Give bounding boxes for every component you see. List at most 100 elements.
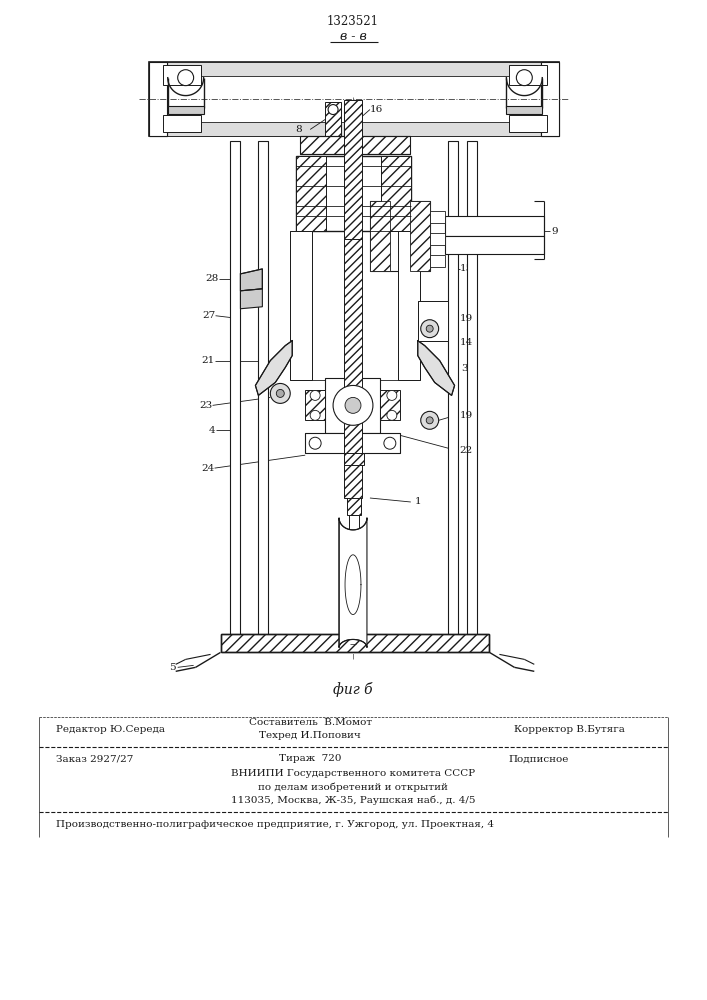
Polygon shape — [240, 269, 262, 291]
Circle shape — [421, 411, 438, 429]
Bar — [296, 156, 326, 231]
Text: Подписное: Подписное — [509, 754, 569, 763]
Bar — [300, 136, 410, 154]
Bar — [168, 106, 204, 114]
Text: 16: 16 — [370, 105, 383, 114]
Text: 3: 3 — [462, 364, 468, 373]
Bar — [163, 115, 201, 132]
Bar — [305, 433, 400, 453]
Text: 22: 22 — [460, 446, 473, 455]
Circle shape — [310, 410, 320, 420]
Text: 5: 5 — [169, 663, 176, 672]
Bar — [418, 301, 448, 341]
Bar — [221, 634, 489, 652]
Bar — [148, 122, 559, 136]
Bar — [258, 141, 269, 639]
Circle shape — [310, 390, 320, 400]
Bar — [148, 62, 559, 136]
Circle shape — [177, 70, 194, 86]
Circle shape — [270, 383, 291, 403]
Text: Техред И.Попович: Техред И.Попович — [259, 731, 361, 740]
Text: 1: 1 — [415, 497, 421, 506]
Bar — [509, 115, 547, 132]
Text: Заказ 2927/27: Заказ 2927/27 — [56, 754, 134, 763]
Bar — [230, 141, 240, 639]
Bar — [344, 453, 364, 465]
Bar — [344, 239, 362, 498]
Circle shape — [387, 410, 397, 420]
Text: 1323521: 1323521 — [327, 15, 379, 28]
Text: 21: 21 — [201, 356, 214, 365]
Text: 9: 9 — [551, 227, 558, 236]
Bar — [163, 65, 201, 85]
Text: 23: 23 — [199, 401, 213, 410]
Bar — [448, 141, 457, 639]
Bar — [542, 62, 559, 136]
Bar — [325, 378, 380, 433]
Circle shape — [421, 320, 438, 338]
Text: 4: 4 — [209, 426, 216, 435]
Bar — [380, 390, 400, 420]
Bar — [325, 102, 341, 139]
Text: 27: 27 — [202, 311, 216, 320]
Text: Составитель  В.Момот: Составитель В.Момот — [249, 718, 372, 727]
Bar — [296, 156, 411, 231]
Bar — [148, 62, 167, 136]
Text: 19: 19 — [460, 411, 473, 420]
Text: 19: 19 — [460, 314, 473, 323]
Circle shape — [426, 325, 433, 332]
Circle shape — [384, 437, 396, 449]
Bar — [349, 515, 359, 530]
Text: Редактор Ю.Середа: Редактор Ю.Середа — [56, 725, 165, 734]
Text: Тираж  720: Тираж 720 — [279, 754, 341, 763]
Bar — [398, 231, 420, 380]
Text: 15: 15 — [460, 264, 473, 273]
Bar — [398, 231, 420, 380]
Bar — [506, 106, 542, 114]
Text: 113035, Москва, Ж-35, Раушская наб., д. 4/5: 113035, Москва, Ж-35, Раушская наб., д. … — [230, 795, 475, 805]
Bar — [418, 301, 448, 341]
Bar — [509, 65, 547, 85]
Bar — [445, 216, 544, 236]
Polygon shape — [240, 289, 262, 309]
Bar — [410, 201, 430, 271]
Bar — [445, 236, 544, 254]
Circle shape — [333, 385, 373, 425]
Circle shape — [309, 437, 321, 449]
Bar — [370, 201, 430, 271]
Bar — [430, 233, 445, 245]
Polygon shape — [418, 341, 455, 395]
Bar — [148, 62, 167, 136]
Bar — [148, 62, 559, 76]
Text: ВНИИПИ Государственного комитета СССР: ВНИИПИ Государственного комитета СССР — [231, 769, 475, 778]
Circle shape — [345, 397, 361, 413]
Circle shape — [387, 390, 397, 400]
Text: 28: 28 — [205, 274, 218, 283]
Bar — [291, 231, 312, 380]
Text: в - в: в - в — [339, 30, 366, 43]
Text: по делам изобретений и открытий: по делам изобретений и открытий — [258, 782, 448, 792]
Bar — [381, 156, 411, 231]
Text: 24: 24 — [201, 464, 214, 473]
Text: 14: 14 — [460, 338, 473, 347]
Bar — [291, 231, 312, 380]
Bar — [542, 62, 559, 136]
Text: фиг б: фиг б — [333, 682, 373, 697]
Bar — [348, 100, 362, 139]
Polygon shape — [255, 341, 292, 395]
Circle shape — [328, 105, 338, 115]
Bar — [370, 201, 390, 271]
Text: Корректор В.Бутяга: Корректор В.Бутяга — [514, 725, 624, 734]
Bar — [344, 100, 362, 239]
Text: Производственно-полиграфическое предприятие, г. Ужгород, ул. Проектная, 4: Производственно-полиграфическое предприя… — [56, 820, 494, 829]
Polygon shape — [339, 518, 367, 647]
Bar — [467, 141, 477, 639]
Bar — [347, 465, 361, 515]
Text: 8: 8 — [296, 125, 302, 134]
Bar — [430, 255, 445, 267]
Bar — [430, 211, 445, 223]
Circle shape — [276, 389, 284, 397]
Bar — [305, 390, 325, 420]
Circle shape — [426, 417, 433, 424]
Bar — [305, 433, 400, 453]
